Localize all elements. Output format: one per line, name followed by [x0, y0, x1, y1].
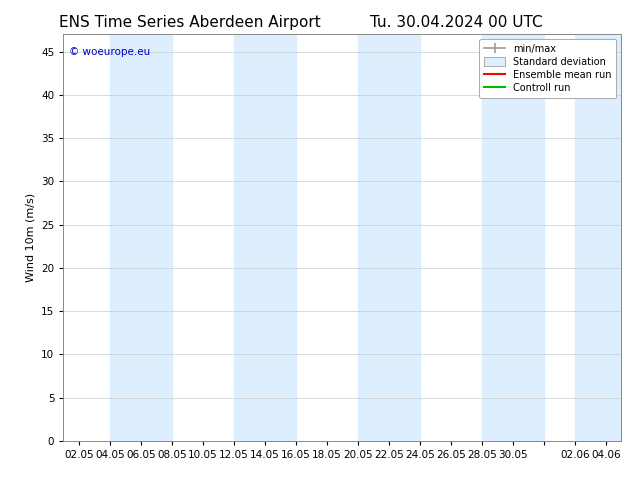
- Text: ENS Time Series Aberdeen Airport: ENS Time Series Aberdeen Airport: [60, 15, 321, 30]
- Text: © woeurope.eu: © woeurope.eu: [69, 47, 150, 56]
- Bar: [575, 34, 621, 441]
- Y-axis label: Wind 10m (m/s): Wind 10m (m/s): [25, 193, 36, 282]
- Bar: [482, 34, 544, 441]
- Legend: min/max, Standard deviation, Ensemble mean run, Controll run: min/max, Standard deviation, Ensemble me…: [479, 39, 616, 98]
- Bar: [358, 34, 420, 441]
- Text: Tu. 30.04.2024 00 UTC: Tu. 30.04.2024 00 UTC: [370, 15, 543, 30]
- Bar: [234, 34, 296, 441]
- Bar: [110, 34, 172, 441]
